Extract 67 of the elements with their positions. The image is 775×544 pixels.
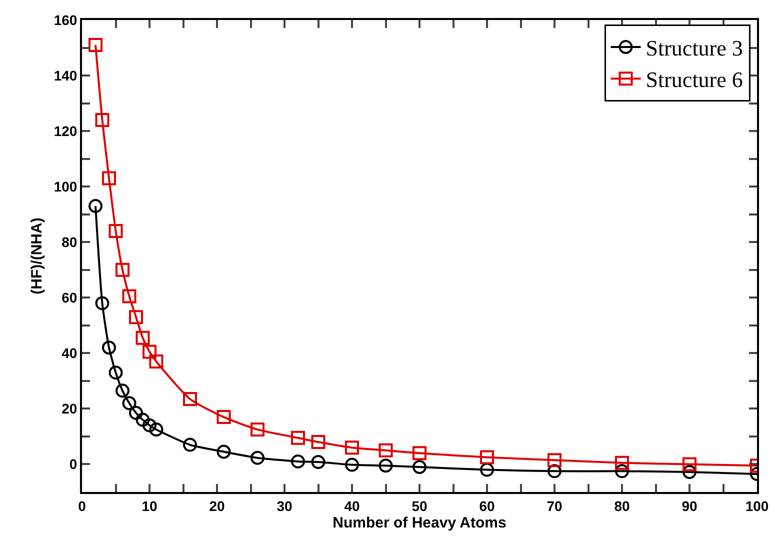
point xyxy=(149,422,164,437)
point xyxy=(116,384,130,398)
legend-label: Structure 3 xyxy=(646,36,743,61)
point xyxy=(116,262,130,277)
point xyxy=(95,112,110,127)
point xyxy=(102,171,116,186)
x-tick-label: 60 xyxy=(479,498,495,514)
point xyxy=(615,456,629,470)
y-tick-label: 140 xyxy=(54,67,78,84)
x-tick-label: 30 xyxy=(276,498,292,514)
legend-label: Structure 6 xyxy=(646,67,743,92)
point xyxy=(129,406,143,420)
x-tick-label: 90 xyxy=(682,498,698,514)
point xyxy=(216,410,231,424)
point xyxy=(250,450,264,465)
y-tick-label: 40 xyxy=(62,345,78,362)
y-axis-title: (HF)/(NHA) xyxy=(28,218,46,294)
point xyxy=(102,340,116,355)
y-tick-label: 160 xyxy=(54,12,78,28)
x-tick-label: 70 xyxy=(546,498,562,514)
point xyxy=(183,438,197,452)
point xyxy=(682,457,696,472)
point xyxy=(548,453,562,468)
point xyxy=(291,430,305,445)
point xyxy=(142,344,156,359)
point xyxy=(412,460,426,474)
y-tick-label: 80 xyxy=(62,234,78,250)
point xyxy=(142,418,156,432)
point xyxy=(345,458,359,472)
point xyxy=(480,450,494,464)
y-tick-label: 20 xyxy=(62,400,78,417)
point xyxy=(88,199,102,214)
point xyxy=(136,412,150,427)
point xyxy=(250,422,264,437)
x-axis-title: Number of Heavy Atoms xyxy=(332,514,506,532)
point xyxy=(129,310,143,324)
point xyxy=(378,458,393,473)
point xyxy=(108,366,123,380)
point xyxy=(345,440,359,455)
point xyxy=(412,446,426,460)
x-tick-label: 20 xyxy=(209,498,225,514)
point xyxy=(149,354,164,369)
point xyxy=(311,435,326,450)
point xyxy=(216,444,231,459)
point xyxy=(378,443,393,458)
point xyxy=(548,464,562,478)
point xyxy=(122,396,136,410)
y-tick-label: 0 xyxy=(69,456,78,472)
point xyxy=(122,289,136,304)
point xyxy=(682,465,696,480)
point xyxy=(95,296,110,310)
y-tick-label: 120 xyxy=(54,122,78,139)
point xyxy=(136,330,150,345)
x-tick-label: 10 xyxy=(142,498,158,514)
x-tick-label: 80 xyxy=(614,498,630,514)
point xyxy=(291,454,305,468)
point xyxy=(183,392,197,406)
y-tick-label: 60 xyxy=(62,290,78,306)
x-tick-label: 40 xyxy=(344,498,360,514)
point xyxy=(88,38,102,52)
point xyxy=(615,464,629,478)
point xyxy=(311,455,326,470)
x-tick-label: 100 xyxy=(745,498,769,514)
point xyxy=(480,462,494,477)
x-tick-label: 50 xyxy=(412,498,428,514)
point xyxy=(108,224,123,238)
y-tick-label: 100 xyxy=(54,178,78,194)
